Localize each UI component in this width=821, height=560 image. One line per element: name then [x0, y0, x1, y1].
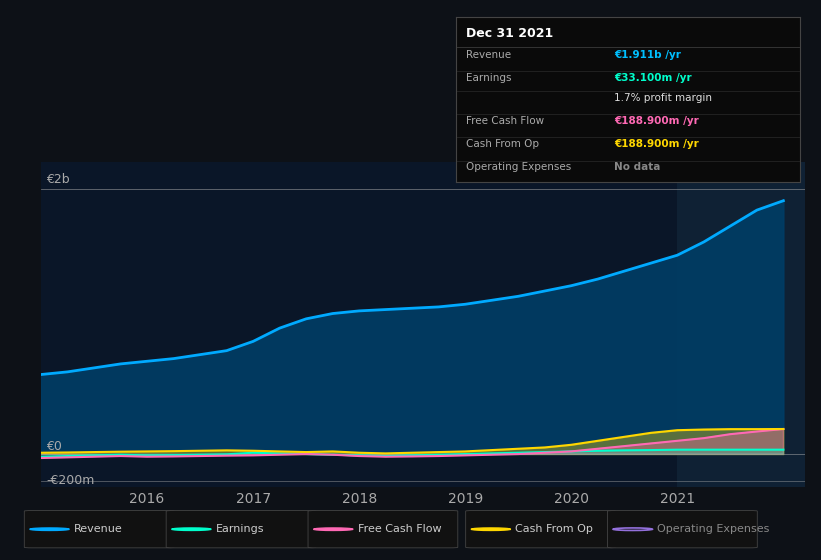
Bar — [677, 162, 805, 487]
Circle shape — [314, 528, 353, 530]
Text: Free Cash Flow: Free Cash Flow — [358, 524, 442, 534]
Text: -€200m: -€200m — [46, 474, 94, 487]
Text: €188.900m /yr: €188.900m /yr — [614, 139, 699, 149]
Text: Dec 31 2021: Dec 31 2021 — [466, 27, 553, 40]
Text: €1.911b /yr: €1.911b /yr — [614, 50, 681, 60]
FancyBboxPatch shape — [25, 511, 174, 548]
Text: No data: No data — [614, 162, 661, 172]
Text: €188.900m /yr: €188.900m /yr — [614, 116, 699, 126]
Text: €33.100m /yr: €33.100m /yr — [614, 73, 692, 83]
Circle shape — [172, 528, 211, 530]
Text: Earnings: Earnings — [466, 73, 511, 83]
Text: Cash From Op: Cash From Op — [516, 524, 594, 534]
FancyBboxPatch shape — [166, 511, 316, 548]
Text: €2b: €2b — [46, 173, 70, 186]
FancyBboxPatch shape — [466, 511, 616, 548]
FancyBboxPatch shape — [608, 511, 757, 548]
Text: 1.7% profit margin: 1.7% profit margin — [614, 93, 713, 103]
Text: Revenue: Revenue — [466, 50, 511, 60]
Text: Cash From Op: Cash From Op — [466, 139, 539, 149]
Text: Earnings: Earnings — [216, 524, 264, 534]
Text: €0: €0 — [46, 440, 62, 454]
Text: Revenue: Revenue — [74, 524, 122, 534]
Text: Free Cash Flow: Free Cash Flow — [466, 116, 544, 126]
Text: Operating Expenses: Operating Expenses — [466, 162, 571, 172]
Circle shape — [471, 528, 511, 530]
Circle shape — [30, 528, 69, 530]
FancyBboxPatch shape — [308, 511, 458, 548]
Text: Operating Expenses: Operating Expenses — [657, 524, 769, 534]
